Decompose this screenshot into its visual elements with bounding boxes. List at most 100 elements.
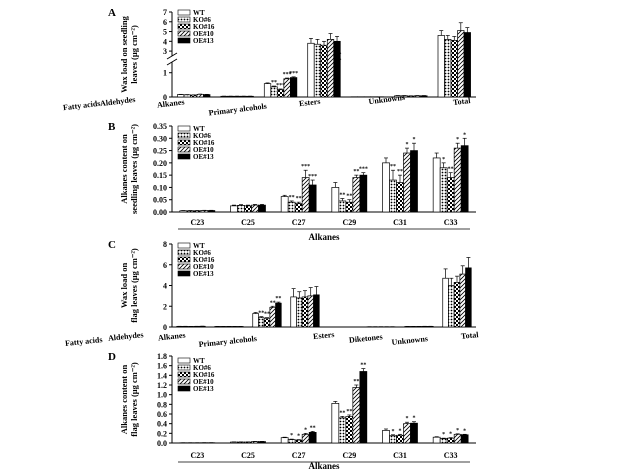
y-tick-label: 1.2 <box>157 381 167 390</box>
x-tick-label: Esters <box>299 97 321 109</box>
significance-mark: ** <box>353 169 359 175</box>
legend-label: KO#6 <box>193 132 211 140</box>
y-tick-label: 2 <box>163 302 167 311</box>
legend-label: KO#16 <box>193 371 215 379</box>
bar-total-ko16 <box>450 39 458 98</box>
bar-c31-wt <box>382 162 390 213</box>
y-tick-label: 0.25 <box>153 147 167 156</box>
significance-mark: ** <box>271 80 277 86</box>
legend-label: KO#6 <box>193 249 211 257</box>
legend-swatch <box>177 270 191 277</box>
legend-swatch <box>177 37 191 44</box>
y-tick-label: 1 <box>163 69 167 78</box>
x-tick-label: Primary alcohols <box>198 334 257 349</box>
bar-primary-alcohols-ko16 <box>301 296 309 328</box>
significance-mark: ** <box>390 164 396 170</box>
y-tick-label: 6 <box>163 261 167 270</box>
bar-alkanes-oe10 <box>269 306 276 328</box>
x-tick-label: Fatty acids <box>63 99 101 113</box>
bar-total-oe10 <box>457 30 465 98</box>
significance-mark: ** <box>360 363 366 369</box>
legend-swatch <box>177 249 191 256</box>
bar-primary-alcohols-ko16 <box>320 44 328 98</box>
significance-mark: ** <box>339 410 345 416</box>
panel-letter: B <box>108 121 116 133</box>
legend-swatch <box>177 263 191 270</box>
x-tick-label: Fatty acids <box>65 335 103 348</box>
significance-mark: * <box>456 428 459 434</box>
bar-c33-ko16 <box>446 437 455 444</box>
bar-c25-ko16 <box>244 205 252 213</box>
bar-primary-alcohols-wt <box>290 296 297 328</box>
bar-c31-ko6 <box>389 435 397 444</box>
bar-primary-alcohols-oe10 <box>307 295 314 328</box>
bar-c27-wt <box>280 437 289 444</box>
bar-c31-oe13 <box>410 150 418 213</box>
legend-swatch <box>177 30 191 37</box>
significance-mark: * <box>442 157 445 163</box>
x-tick-label: C27 <box>292 218 306 227</box>
legend-label: OE#10 <box>193 378 214 386</box>
significance-mark: ** <box>339 192 345 198</box>
axis-break-mark <box>166 58 178 66</box>
x-tick-label: C23 <box>190 218 204 227</box>
significance-mark: * <box>413 416 416 422</box>
bar-primary-alcohols-oe13 <box>313 294 320 328</box>
significance-mark: * <box>392 429 395 435</box>
y-tick-label: 0.20 <box>153 159 167 168</box>
legend-swatch <box>177 364 191 371</box>
bar-total-ko6 <box>448 285 455 328</box>
significance-mark: ** <box>270 300 276 306</box>
bar-primary-alcohols-ko6 <box>313 43 322 98</box>
bar-primary-alcohols-oe13 <box>333 40 341 98</box>
legend-swatch <box>177 371 191 378</box>
x-axis-label: Alkanes <box>308 232 340 242</box>
y-tick-label: 1.4 <box>157 371 167 380</box>
x-tick-label: C25 <box>241 218 255 227</box>
bar-c31-ko16 <box>396 182 404 213</box>
significance-mark: *** <box>283 72 292 78</box>
legend-label: WT <box>193 125 205 133</box>
legend-swatch <box>177 125 191 132</box>
bar-c27-wt <box>280 196 289 213</box>
x-tick-label: C31 <box>393 218 407 227</box>
x-tick-label: Esters <box>313 330 335 341</box>
x-tick-label: Diketones <box>348 332 383 344</box>
y-tick-label: 0 <box>163 323 167 332</box>
bar-c29-oe13 <box>359 174 368 213</box>
legend-swatch <box>177 16 191 23</box>
x-tick-label: Alkanes <box>158 331 186 343</box>
bar-fatty-acids-ko16 <box>190 94 198 98</box>
bar-c33-ko6 <box>439 167 448 213</box>
x-tick-label: C29 <box>342 451 356 460</box>
legend-swatch <box>177 153 191 160</box>
bar-c27-oe10 <box>301 433 310 444</box>
bar-total-oe10 <box>459 273 466 328</box>
significance-mark: ** <box>258 311 264 317</box>
bar-unknowns-oe13 <box>420 95 428 98</box>
bar-c31-wt <box>382 430 390 444</box>
bar-total-oe13 <box>465 267 472 328</box>
y-tick-label: 7 <box>163 8 167 17</box>
bar-c33-oe13 <box>460 434 469 444</box>
significance-mark: ** <box>397 169 403 175</box>
legend-swatch <box>177 357 191 364</box>
x-tick-label: C33 <box>444 451 458 460</box>
significance-mark: *** <box>359 167 368 173</box>
bar-c25-oe13 <box>258 204 266 213</box>
y-tick-label: 5 <box>163 28 167 37</box>
bar-c27-ko6 <box>287 439 296 444</box>
panel-letter: C <box>108 239 116 251</box>
bar-c23-wt <box>179 210 188 213</box>
bar-c29-ko16 <box>345 201 354 213</box>
x-tick-label: C23 <box>190 451 204 460</box>
bar-primary-alcohols-oe10 <box>326 39 335 98</box>
bar-unknowns-oe10 <box>413 95 421 98</box>
bar-c27-oe13 <box>308 184 317 213</box>
significance-mark: ** <box>353 379 359 385</box>
significance-mark: * <box>290 433 293 439</box>
legend-label: WT <box>193 242 205 250</box>
bar-c33-oe13 <box>460 145 469 213</box>
